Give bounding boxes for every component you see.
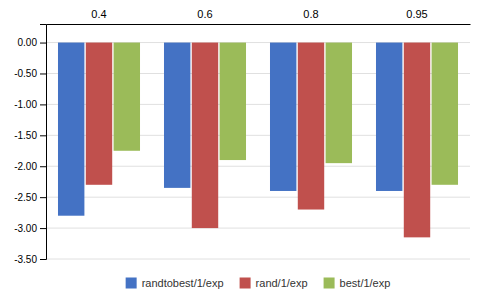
x-tick: 0.4 [91,8,106,20]
x-tick-label: 0.8 [303,8,318,20]
bar-series [86,43,430,238]
grid-line [46,259,470,260]
y-tick: -1.50 [14,130,46,141]
y-tick-mark [40,43,46,44]
legend-swatch [126,278,137,289]
y-tick-label: -1.50 [14,130,37,141]
legend-label: rand/1/exp [256,277,308,289]
legend-swatch [324,278,335,289]
y-axis-line [40,25,47,260]
bar [404,43,430,238]
bar [298,43,324,210]
bar [114,43,140,151]
y-tick-mark [40,197,46,198]
y-tick: -2.00 [14,161,46,172]
legend-label: best/1/exp [340,277,391,289]
bar [376,43,402,191]
y-tick-label: -3.50 [14,254,37,265]
bar [270,43,296,191]
y-tick-mark [40,73,46,74]
y-tick-mark [40,104,46,105]
legend-label: randtobest/1/exp [142,277,224,289]
y-tick: -0.50 [14,68,46,79]
y-tick-label: -2.00 [14,161,37,172]
legend: randtobest/1/exp rand/1/exp best/1/exp [126,277,391,289]
y-tick: -3.00 [14,223,46,234]
bar-series [114,43,458,185]
bar [164,43,190,188]
x-tick-label: 0.95 [406,8,427,20]
legend-item: randtobest/1/exp [126,277,224,289]
y-tick-label: -1.00 [14,99,37,110]
bar [192,43,218,229]
bar [220,43,246,161]
bars [58,43,458,238]
y-tick-mark [40,135,46,136]
legend-item: best/1/exp [324,277,391,289]
x-tick: 0.95 [406,8,427,20]
x-tick: 0.6 [197,8,212,20]
chart: 0.00-0.50-1.00-1.50-2.00-2.50-3.00-3.500… [0,0,482,297]
bar [58,43,84,216]
x-tick: 0.8 [303,8,318,20]
y-tick-label: -3.00 [14,223,37,234]
x-tick-label: 0.4 [91,8,106,20]
grid [46,43,470,259]
y-tick-label: 0.00 [18,37,38,48]
y-tick-label: -2.50 [14,192,37,203]
y-tick: -1.00 [14,99,46,110]
bar [432,43,458,185]
y-tick: -3.50 [14,254,46,265]
x-axis: 0.4 0.6 0.8 0.95 [47,8,471,25]
y-tick: -2.50 [14,192,46,203]
y-axis: 0.00 -0.50 -1.00 -1.50 -2.00 -2.50 -3.00 -3.50 [14,25,46,265]
y-tick: 0.00 [18,37,46,48]
legend-item: rand/1/exp [240,277,308,289]
plot: 0.00-0.50-1.00-1.50-2.00-2.50-3.00-3.500… [14,8,470,265]
bar [86,43,112,185]
y-tick-mark [40,228,46,229]
bar-series [58,43,402,216]
legend-swatch [240,278,251,289]
x-tick-label: 0.6 [197,8,212,20]
bar [326,43,352,164]
y-tick-mark [40,259,46,260]
x-axis-line [47,24,471,25]
y-tick-mark [40,166,46,167]
y-tick-label: -0.50 [14,68,37,79]
